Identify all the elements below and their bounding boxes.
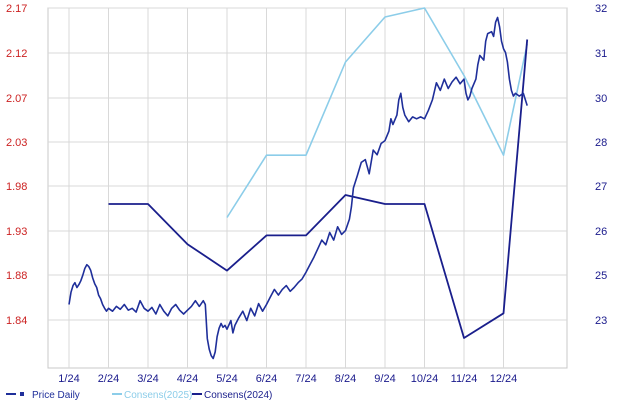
series-price-daily xyxy=(68,16,528,360)
x-tick-label: 7/24 xyxy=(295,373,316,385)
legend-label-consens-2024: Consens(2024) xyxy=(204,390,272,401)
legend-marker-price-daily xyxy=(20,392,24,396)
left-tick-label: 2.12 xyxy=(6,48,27,60)
x-tick-label: 12/24 xyxy=(490,373,518,385)
left-tick-label: 1.84 xyxy=(6,315,27,327)
right-tick-label: 26 xyxy=(595,226,607,238)
right-tick-label: 30 xyxy=(595,93,607,105)
legend-label-consens-2025: Consens(2025) xyxy=(124,390,192,401)
tick-labels: 2.17 2.12 2.07 2.03 1.98 1.93 1.88 1.84 32 31 30 28… xyxy=(6,3,607,385)
plot-frame xyxy=(47,7,568,369)
x-tick-label: 10/24 xyxy=(411,373,439,385)
right-tick-label: 27 xyxy=(595,181,607,193)
right-tick-label: 28 xyxy=(595,137,607,149)
x-tick-label: 9/24 xyxy=(374,373,395,385)
x-tick-label: 11/24 xyxy=(451,373,478,385)
series-layer xyxy=(68,7,529,360)
x-tick-label: 4/24 xyxy=(177,373,198,385)
x-tick-label: 2/24 xyxy=(98,373,119,385)
legend: Price Daily Consens(2025) Consens(2024) xyxy=(6,390,272,401)
gridlines xyxy=(48,7,567,368)
left-tick-label: 2.07 xyxy=(6,93,27,105)
x-tick-label: 8/24 xyxy=(335,373,356,385)
x-tick-label: 3/24 xyxy=(137,373,158,385)
x-tick-label: 6/24 xyxy=(256,373,277,385)
left-tick-label: 1.98 xyxy=(6,181,27,193)
left-tick-label: 1.93 xyxy=(6,226,27,238)
left-tick-label: 2.17 xyxy=(6,3,27,15)
right-tick-label: 25 xyxy=(595,270,607,282)
x-tick-label: 1/24 xyxy=(58,373,79,385)
left-tick-label: 2.03 xyxy=(6,137,27,149)
legend-label-price-daily: Price Daily xyxy=(32,390,80,401)
series-consens-2024 xyxy=(108,39,529,339)
right-tick-label: 31 xyxy=(595,48,607,60)
right-tick-label: 23 xyxy=(595,315,607,327)
right-tick-label: 32 xyxy=(595,3,607,15)
series-consens-2025 xyxy=(226,7,528,218)
x-tick-label: 5/24 xyxy=(216,373,237,385)
left-tick-label: 1.88 xyxy=(6,270,27,282)
